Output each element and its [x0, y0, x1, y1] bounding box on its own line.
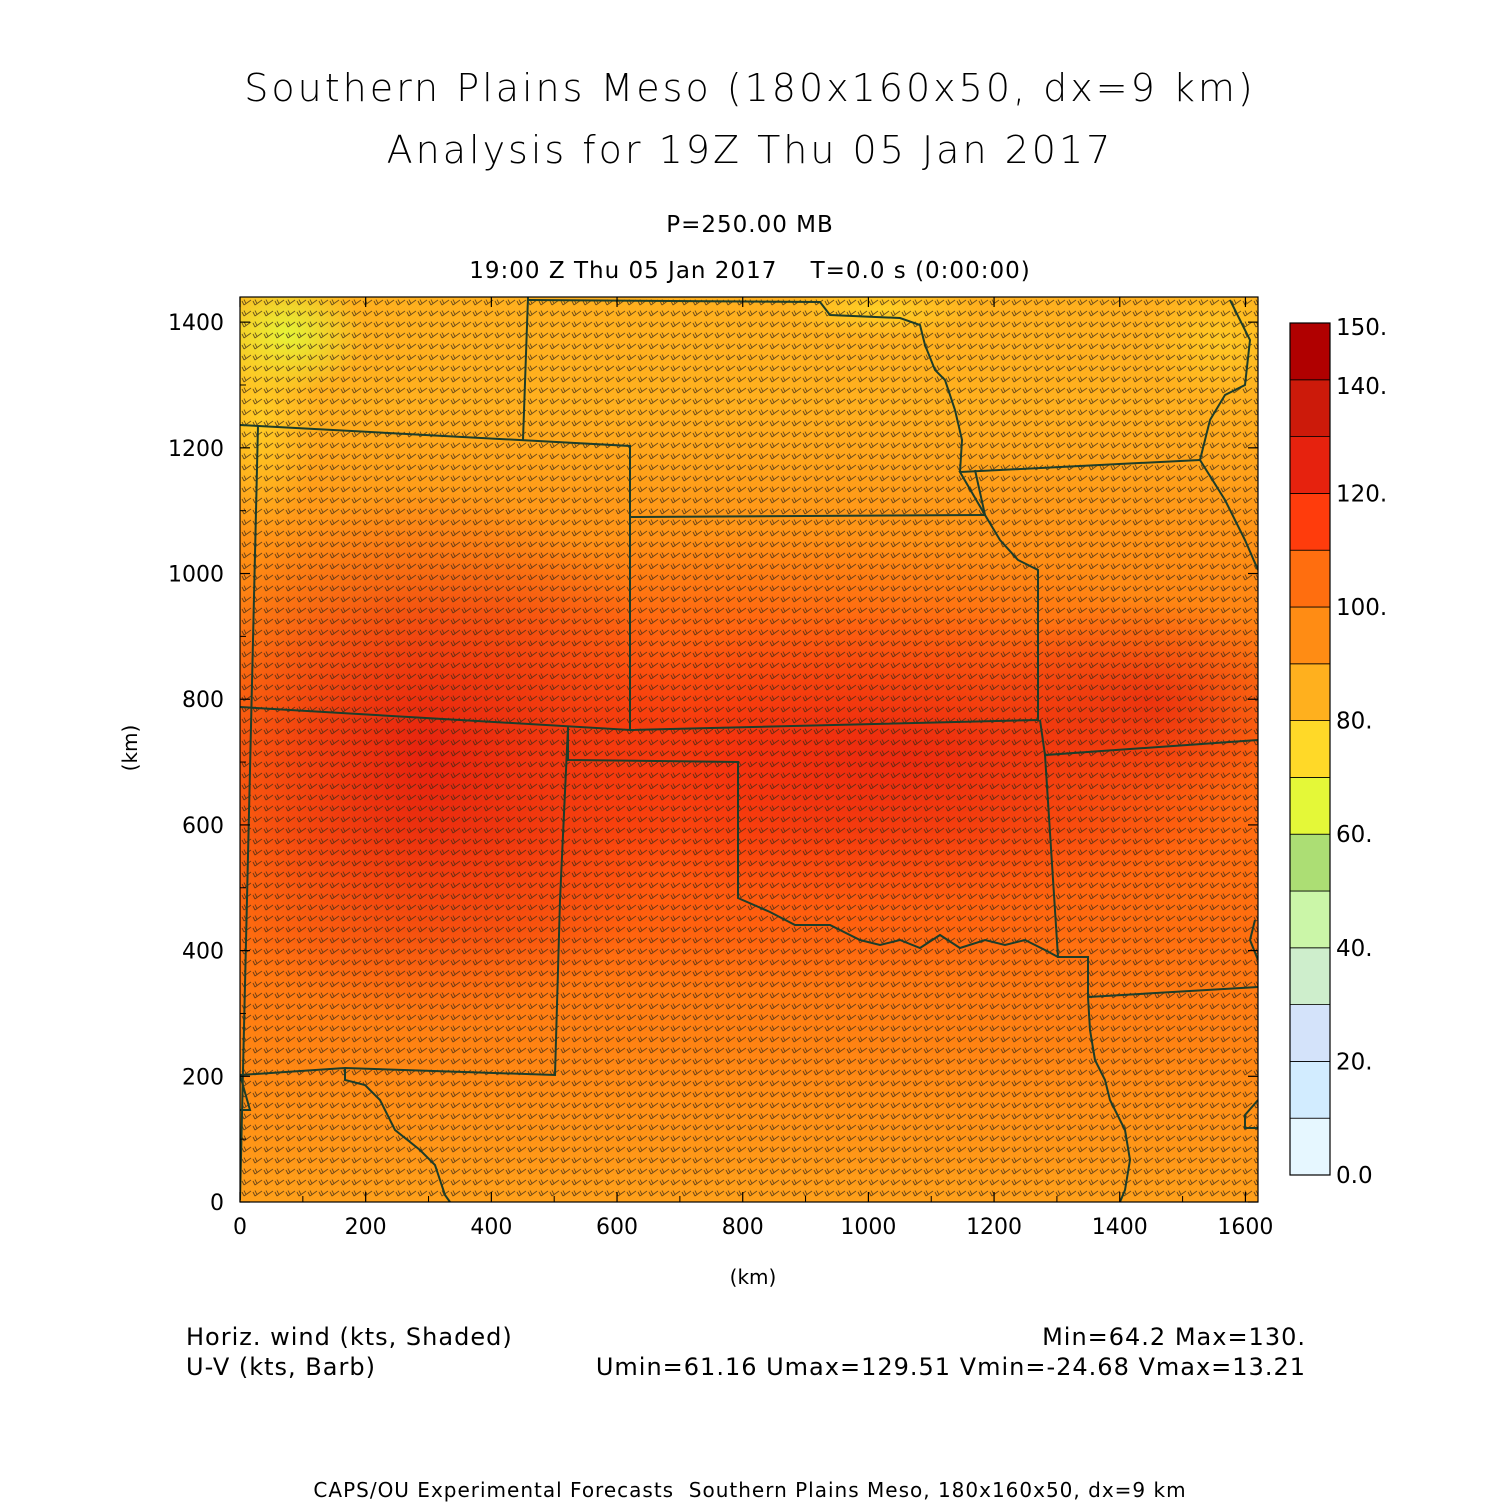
x-tick-label: 1000	[840, 1215, 896, 1240]
y-tick-label: 1200	[168, 437, 224, 462]
colorbar-label: 140.	[1336, 374, 1387, 400]
colorbar-label: 40.	[1336, 936, 1373, 962]
x-axis: 0 200 400 600 800 1000 1200 1400 1600	[233, 297, 1273, 1240]
x-tick-label: 0	[233, 1215, 247, 1240]
colorbar-label: 120.	[1336, 481, 1387, 507]
colorbar-segment	[1289, 720, 1331, 778]
shaded-field-label: Horiz. wind (kts, Shaded)	[186, 1323, 513, 1351]
y-tick-label: 800	[182, 688, 224, 713]
colorbar-segment	[1289, 549, 1331, 608]
valid-time-label: 19:00 Z Thu 05 Jan 2017 T=0.0 s (0:00:00…	[469, 258, 1031, 284]
x-tick-label: 1600	[1217, 1215, 1273, 1240]
colorbar-label: 150.	[1336, 315, 1387, 341]
min-max-stats: Min=64.2 Max=130.	[1042, 1323, 1306, 1351]
colorbar-segment	[1289, 1117, 1331, 1176]
x-tick-label: 800	[722, 1215, 764, 1240]
colorbar-segment	[1289, 1004, 1331, 1062]
state-boundaries	[240, 297, 1258, 1202]
wind-speed-shading	[240, 297, 1258, 1202]
colorbar-segment	[1289, 1061, 1331, 1119]
x-tick-label: 1400	[1092, 1215, 1148, 1240]
map-title-line2: Analysis for 19Z Thu 05 Jan 2017	[386, 128, 1114, 172]
pressure-level-label: P=250.00 MB	[666, 212, 834, 238]
wind-barbs	[241, 299, 1258, 1197]
x-tick-label: 400	[470, 1215, 512, 1240]
y-tick-label: 1400	[168, 311, 224, 336]
colorbar-segment	[1289, 890, 1331, 949]
colorbar-segment	[1289, 833, 1331, 892]
colorbar-segment	[1289, 322, 1331, 381]
y-tick-label: 200	[182, 1065, 224, 1090]
y-axis-label: (km)	[118, 725, 142, 772]
colorbar-frame	[1289, 322, 1331, 1176]
colorbar-segment	[1289, 436, 1331, 494]
credit-line: CAPS/OU Experimental Forecasts Southern …	[313, 1478, 1187, 1502]
x-tick-label: 600	[596, 1215, 638, 1240]
y-tick-label: 600	[182, 814, 224, 839]
y-axis: 0 200 400 600 800 1000 1200 1400	[168, 311, 1258, 1216]
colorbar-label: 100.	[1336, 595, 1387, 621]
colorbar-segment	[1289, 663, 1331, 721]
colorbar-segment	[1289, 379, 1331, 437]
uv-range-stats: Umin=61.16 Umax=129.51 Vmin=-24.68 Vmax=…	[595, 1353, 1306, 1381]
plot-frame	[239, 296, 1259, 1203]
colorbar-label: 20.	[1336, 1049, 1373, 1075]
x-tick-label: 1200	[966, 1215, 1022, 1240]
colorbar-segment	[1289, 777, 1331, 835]
y-tick-label: 400	[182, 940, 224, 965]
x-axis-label: (km)	[730, 1265, 777, 1289]
colorbar-segment	[1289, 606, 1331, 665]
colorbar-label: 60.	[1336, 822, 1373, 848]
barb-field-label: U-V (kts, Barb)	[186, 1353, 376, 1381]
barb-field	[241, 299, 1258, 1197]
colorbar: 0.0 20. 40. 60. 80. 100. 120. 140. 150.	[1289, 315, 1387, 1189]
y-tick-label: 0	[210, 1191, 224, 1216]
colorbar-label: 0.0	[1336, 1163, 1373, 1189]
colorbar-segment	[1289, 947, 1331, 1005]
colorbar-label: 80.	[1336, 709, 1373, 735]
colorbar-segment	[1289, 492, 1331, 551]
y-tick-label: 1000	[168, 563, 224, 588]
x-tick-label: 200	[345, 1215, 387, 1240]
map-title-line1: Southern Plains Meso (180x160x50, dx=9 k…	[244, 66, 1256, 110]
